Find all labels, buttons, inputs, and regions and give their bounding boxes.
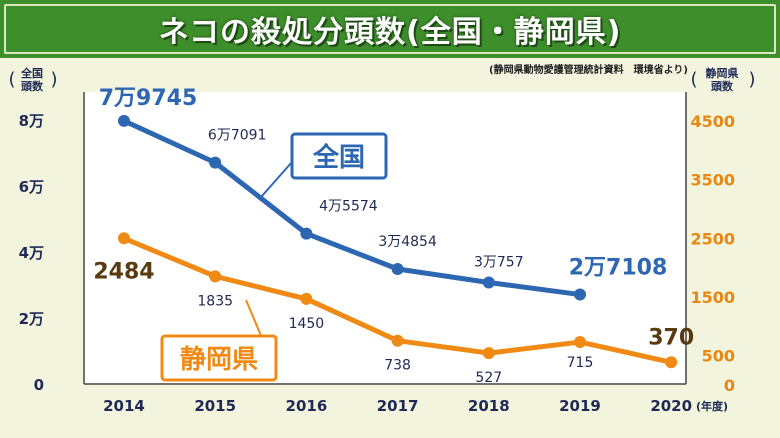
source-note: (静岡県動物愛護管理統計資料 環境省より) xyxy=(489,65,688,76)
right-tick-label: 4500 xyxy=(690,112,735,131)
right-tick-label: 500 xyxy=(702,347,735,366)
callout-box-national xyxy=(290,132,388,180)
callout-box-shizuoka xyxy=(160,334,278,382)
data-point-shizuoka xyxy=(118,232,130,245)
callout-label-national: 全国 xyxy=(312,142,365,173)
data-point-shizuoka xyxy=(574,336,586,349)
data-label-shizuoka: 2484 xyxy=(93,259,154,284)
callout-label-shizuoka: 静岡県 xyxy=(180,344,258,375)
callout-pointer-national xyxy=(261,161,293,197)
right-axis-title-line: 静岡県 xyxy=(706,66,739,80)
x-tick-label: 2018 xyxy=(468,397,510,415)
data-label-national: 4万5574 xyxy=(319,199,378,215)
chart-title: ネコの殺処分頭数(全国・静岡県) xyxy=(158,15,622,50)
right-tick-label: 0 xyxy=(724,376,735,395)
right-tick-label: 2500 xyxy=(690,229,735,248)
left-tick-label: 8万 xyxy=(19,112,44,130)
x-tick-label: 2017 xyxy=(377,397,419,415)
x-axis-unit: (年度) xyxy=(696,399,728,413)
data-label-national: 3万757 xyxy=(474,255,524,271)
data-label-national: 2万7108 xyxy=(569,256,668,281)
data-label-shizuoka: 738 xyxy=(384,358,411,374)
data-point-national xyxy=(209,156,222,169)
left-tick-label: 2万 xyxy=(19,310,44,328)
left-axis-title-paren-open: ( xyxy=(8,69,15,90)
left-axis-title-line: 全国 xyxy=(20,66,43,80)
data-point-shizuoka xyxy=(665,356,678,369)
data-point-national xyxy=(574,288,586,301)
x-tick-label: 2020 xyxy=(650,397,692,415)
x-tick-label: 2019 xyxy=(559,397,601,415)
data-point-national xyxy=(482,276,495,289)
title-box: ネコの殺処分頭数(全国・静岡県) xyxy=(4,4,776,54)
data-point-shizuoka xyxy=(300,292,313,305)
data-label-shizuoka: 1835 xyxy=(197,293,233,309)
data-point-shizuoka xyxy=(482,347,495,360)
data-label-shizuoka: 1450 xyxy=(289,316,325,332)
data-label-shizuoka: 527 xyxy=(475,370,502,386)
data-point-national xyxy=(300,227,313,240)
data-point-shizuoka xyxy=(391,334,404,347)
right-tick-label: 1500 xyxy=(690,288,735,307)
x-tick-label: 2015 xyxy=(194,397,236,415)
right-axis-title-paren-open: ( xyxy=(690,69,697,90)
right-tick-label: 3500 xyxy=(690,171,735,190)
x-tick-label: 2016 xyxy=(286,397,328,415)
right-axis-title-line: 頭数 xyxy=(711,79,734,93)
left-tick-label: 4万 xyxy=(19,244,44,262)
data-point-shizuoka xyxy=(209,270,222,283)
data-label-shizuoka: 370 xyxy=(648,325,694,350)
data-label-national: 7万9745 xyxy=(99,86,198,111)
data-point-national xyxy=(391,262,404,275)
x-tick-label: 2014 xyxy=(103,397,145,415)
series-line-national xyxy=(121,118,583,298)
data-label-national: 3万4854 xyxy=(378,234,437,250)
data-label-shizuoka: 715 xyxy=(567,355,594,371)
right-axis-title-paren-close: ) xyxy=(748,69,755,90)
data-point-national xyxy=(118,114,130,127)
left-tick-label: 0 xyxy=(34,376,44,394)
title-bar: ネコの殺処分頭数(全国・静岡県) xyxy=(0,0,780,58)
left-axis-title-paren-close: ) xyxy=(50,69,57,90)
data-label-national: 6万7091 xyxy=(208,128,267,144)
left-axis-title-line: 頭数 xyxy=(21,79,44,93)
left-tick-label: 6万 xyxy=(19,178,44,196)
callout-pointer-shizuoka xyxy=(245,299,263,339)
